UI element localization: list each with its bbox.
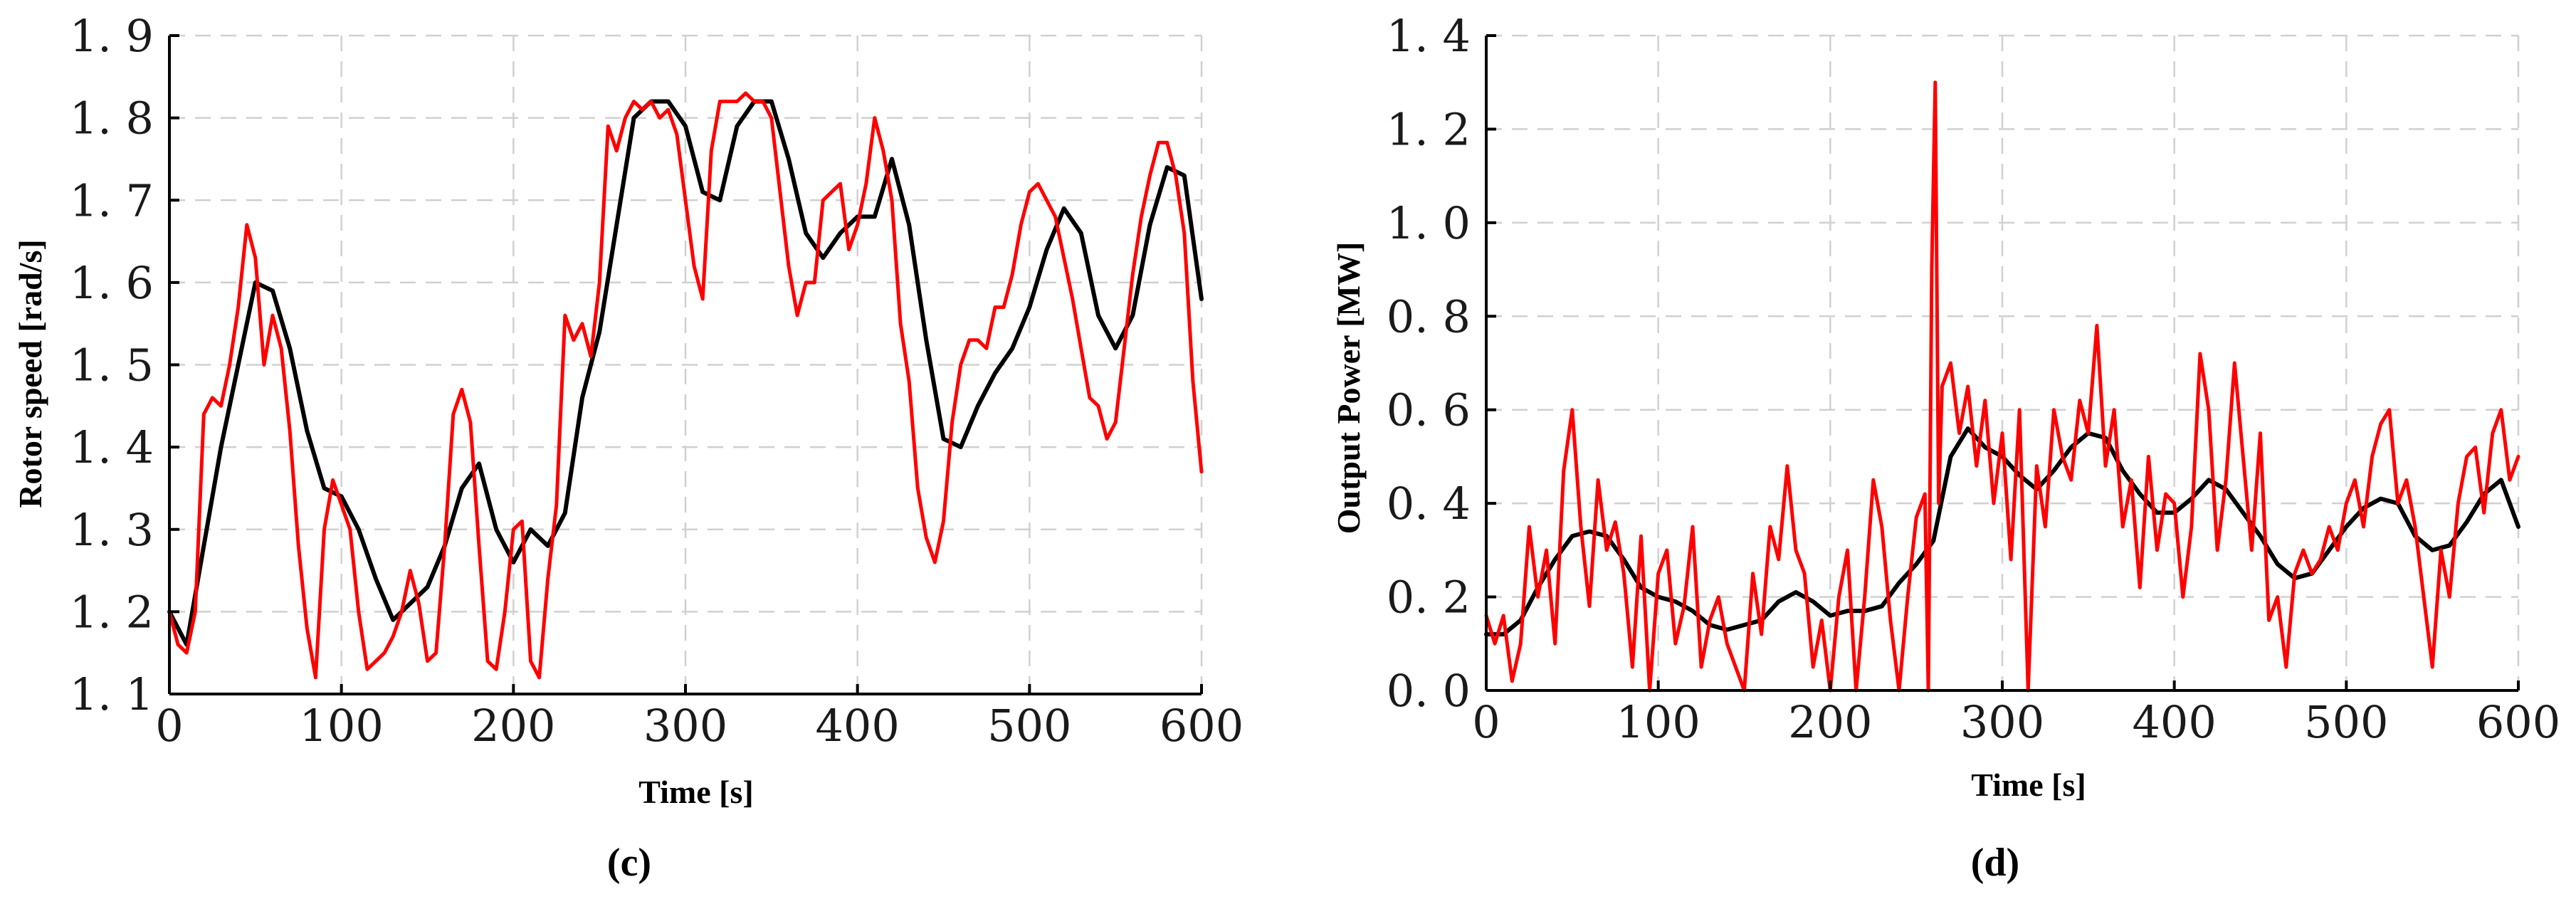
- chart-d-x-tick-label: 300: [1960, 696, 2044, 748]
- chart-d-y-tick-label: 0. 0: [1387, 665, 1471, 717]
- chart-d-y-tick-label: 1. 2: [1387, 103, 1471, 155]
- chart-c-x-tick-label: 500: [987, 700, 1071, 752]
- chart-c-y-tick-label: 1. 4: [70, 421, 154, 473]
- chart-c-y-tick-label: 1. 9: [70, 10, 154, 62]
- chart-c-x-tick-label: 0: [155, 700, 183, 752]
- chart-d-xlabel: Time [s]: [1971, 767, 2086, 803]
- chart-d-x-tick-label: 600: [2476, 696, 2560, 748]
- chart-d-x-tick-label: 200: [1788, 696, 1872, 748]
- chart-c-grid: [169, 34, 1203, 694]
- chart-c-y-tick-label: 1. 2: [70, 586, 154, 638]
- chart-c-x-tick-label: 100: [299, 700, 383, 752]
- chart-c-y-tick-label: 1. 5: [70, 340, 154, 391]
- chart-c-series-reference-line: [167, 99, 1204, 647]
- chart-d-x-tick-label: 500: [2304, 696, 2388, 748]
- chart-d-x-tick-label: 400: [2132, 696, 2216, 748]
- chart-c-y-tick-label: 1. 3: [70, 504, 154, 556]
- panel-label-d: (d): [1971, 841, 2019, 885]
- chart-d-axes: [1485, 36, 2518, 692]
- chart-c-series-actual-line: [167, 91, 1204, 680]
- chart-c-y-tick-label: 1. 6: [70, 257, 154, 309]
- chart-d-ticks: 0 100 200 300 400 500 600 0. 0 0. 2 0. 4 0. 6 0. 8 1…: [1387, 10, 2560, 748]
- chart-c: 0 100 200 300 400 500 600 1. 1 1. 2 1. 3 1. 4 1. 5 1…: [12, 10, 1244, 885]
- chart-d-y-tick-label: 0. 6: [1387, 384, 1471, 436]
- chart-c-x-tick-label: 200: [471, 700, 555, 752]
- chart-d-series: [1484, 80, 2520, 693]
- chart-d: 0 100 200 300 400 500 600 0. 0 0. 2 0. 4 0. 6 0. 8 1…: [1330, 10, 2560, 885]
- chart-c-ylabel: Rotor speed [rad/s]: [12, 239, 48, 508]
- chart-c-x-tick-label: 300: [643, 700, 727, 752]
- chart-c-ticks: 0 100 200 300 400 500 600 1. 1 1. 2 1. 3 1. 4 1. 5 1…: [70, 10, 1244, 752]
- chart-d-ylabel: Output Power [MW]: [1330, 242, 1367, 535]
- chart-d-x-tick-label: 0: [1472, 696, 1500, 748]
- chart-c-y-tick-label: 1. 1: [70, 668, 154, 720]
- chart-d-series-actual-line: [1484, 80, 2520, 693]
- chart-c-series: [167, 91, 1204, 680]
- chart-d-y-tick-label: 0. 2: [1387, 572, 1471, 624]
- chart-d-y-tick-label: 0. 8: [1387, 290, 1471, 342]
- chart-d-x-tick-label: 100: [1616, 696, 1700, 748]
- chart-d-y-tick-label: 1. 0: [1387, 197, 1471, 249]
- chart-d-y-tick-label: 0. 4: [1387, 478, 1471, 530]
- chart-c-xlabel: Time [s]: [638, 774, 753, 810]
- chart-c-y-tick-label: 1. 7: [70, 174, 154, 226]
- chart-c-y-tick-label: 1. 8: [70, 93, 154, 144]
- panel-label-c: (c): [607, 841, 651, 885]
- chart-d-y-tick-label: 1. 4: [1387, 10, 1471, 62]
- chart-c-x-tick-label: 600: [1160, 700, 1244, 752]
- chart-d-grid: [1486, 34, 2520, 690]
- chart-c-x-tick-label: 400: [815, 700, 899, 752]
